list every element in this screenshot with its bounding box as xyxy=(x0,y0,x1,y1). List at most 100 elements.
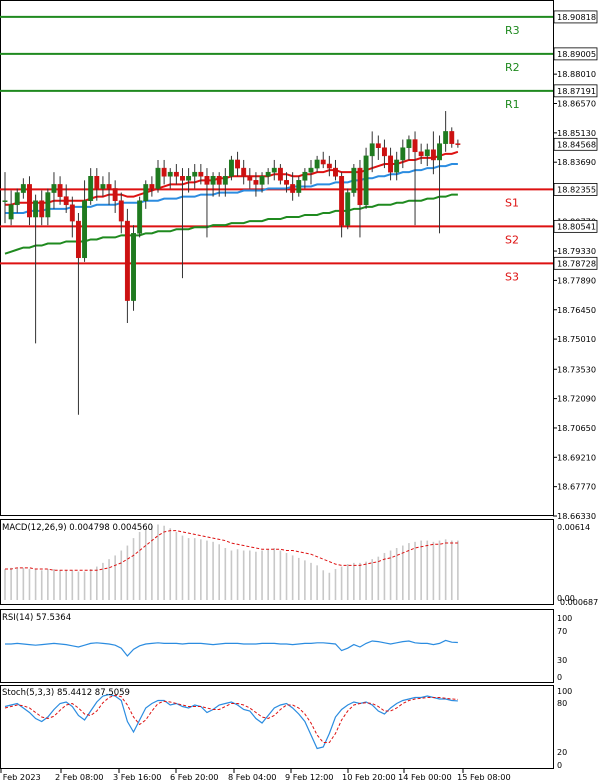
candle-body[interactable] xyxy=(375,143,381,148)
candle-body[interactable] xyxy=(443,131,449,144)
candle-body[interactable] xyxy=(333,167,338,177)
candle-body[interactable] xyxy=(131,233,136,301)
candle-body[interactable] xyxy=(192,171,198,177)
candle-body[interactable] xyxy=(339,176,345,226)
price-tick-label: 18.86570 xyxy=(557,99,596,109)
candle-body[interactable] xyxy=(363,155,369,206)
candle-body[interactable] xyxy=(106,184,112,189)
candle-body[interactable] xyxy=(149,184,155,189)
candle-body[interactable] xyxy=(241,167,247,177)
candle-body[interactable] xyxy=(277,167,283,181)
candle-body[interactable] xyxy=(265,171,271,177)
candle-body[interactable] xyxy=(69,204,75,222)
last-price-tag: 18.84568 xyxy=(553,137,598,151)
candle-body[interactable] xyxy=(302,171,308,181)
candle-body[interactable] xyxy=(284,180,289,185)
candle-body[interactable] xyxy=(369,143,375,157)
candle-body[interactable] xyxy=(412,139,418,153)
price-tick-label: 18.79330 xyxy=(557,246,596,256)
candle-body[interactable] xyxy=(63,196,69,206)
candle-body[interactable] xyxy=(143,184,149,201)
candle-body[interactable] xyxy=(271,167,277,173)
candle-body[interactable] xyxy=(388,155,394,173)
candle-body[interactable] xyxy=(20,184,26,193)
time-tick-label: 3 Feb 16:00 xyxy=(113,772,162,782)
candle-body[interactable] xyxy=(418,151,424,157)
candle-body[interactable] xyxy=(155,167,161,189)
candle-body[interactable] xyxy=(228,159,234,177)
candle-body[interactable] xyxy=(75,220,81,259)
candle-body[interactable] xyxy=(51,184,57,193)
candle-body[interactable] xyxy=(100,184,106,189)
price-tick-label: 18.69210 xyxy=(557,452,596,462)
candle-body[interactable] xyxy=(2,200,8,202)
candle-body[interactable] xyxy=(345,192,351,226)
candle-body[interactable] xyxy=(94,176,100,189)
candle-body[interactable] xyxy=(204,176,210,185)
candle-body[interactable] xyxy=(430,149,436,161)
candle-body[interactable] xyxy=(400,147,406,161)
time-tick-label: 6 Feb 20:00 xyxy=(170,772,219,782)
candle-body[interactable] xyxy=(290,184,296,193)
candle-body[interactable] xyxy=(8,204,14,220)
candle-body[interactable] xyxy=(161,167,167,177)
candle-body[interactable] xyxy=(357,167,363,206)
candle-body[interactable] xyxy=(39,200,45,218)
candle-body[interactable] xyxy=(216,176,222,185)
candle-body[interactable] xyxy=(381,147,387,157)
candle-body[interactable] xyxy=(88,176,94,201)
candle-body[interactable] xyxy=(186,176,192,181)
candle-body[interactable] xyxy=(222,176,228,185)
candle-body[interactable] xyxy=(198,171,204,177)
stoch-tick-80: 80 xyxy=(557,699,567,708)
macd-tick-zero: 0.00 xyxy=(557,594,575,603)
candle-body[interactable] xyxy=(449,131,455,144)
candle-body[interactable] xyxy=(210,176,216,185)
level-name-r1: R1 xyxy=(505,98,520,111)
candle-body[interactable] xyxy=(57,184,63,197)
candle-body[interactable] xyxy=(259,176,265,185)
stoch-label: Stoch(5,3,3) 85.4412 87.5059 xyxy=(2,688,130,698)
candle-body[interactable] xyxy=(33,200,39,218)
candlesticks[interactable] xyxy=(2,111,461,415)
candle-body[interactable] xyxy=(118,200,124,222)
candle-body[interactable] xyxy=(314,159,320,169)
candle-body[interactable] xyxy=(455,143,461,145)
candle-body[interactable] xyxy=(235,159,241,169)
candle-body[interactable] xyxy=(124,220,130,301)
candle-body[interactable] xyxy=(247,176,253,181)
candle-body[interactable] xyxy=(27,184,32,218)
candle-body[interactable] xyxy=(326,163,332,169)
candle-body[interactable] xyxy=(437,143,442,161)
candle-body[interactable] xyxy=(320,159,326,165)
candle-body[interactable] xyxy=(173,171,179,177)
level-value-s2: 18.80541 xyxy=(557,221,596,231)
candle-body[interactable] xyxy=(167,171,173,177)
stoch-d-line xyxy=(4,694,458,743)
candle-body[interactable] xyxy=(394,159,400,173)
candle-body[interactable] xyxy=(424,149,430,157)
candle-body[interactable] xyxy=(137,200,143,234)
candle-body[interactable] xyxy=(82,200,88,259)
price-tick-label: 18.75010 xyxy=(557,334,596,344)
level-value-s1: 18.82355 xyxy=(557,184,596,194)
candle-body[interactable] xyxy=(351,167,357,193)
candle-body[interactable] xyxy=(180,176,185,181)
stoch-tick-100: 100 xyxy=(557,687,572,696)
candle-body[interactable] xyxy=(112,188,118,201)
rsi-tick-100: 100 xyxy=(557,614,572,623)
price-tick-label: 18.72090 xyxy=(557,394,596,404)
price-tick-label: 18.76450 xyxy=(557,305,596,315)
price-tick-label: 18.88010 xyxy=(557,69,596,79)
price-tick-label: 18.70650 xyxy=(557,423,596,433)
candle-body[interactable] xyxy=(296,180,302,193)
time-tick-label: 8 Feb 04:00 xyxy=(228,772,277,782)
level-name-r3: R3 xyxy=(505,24,520,37)
stoch-k-line xyxy=(4,693,458,750)
candle-body[interactable] xyxy=(14,192,20,206)
candle-body[interactable] xyxy=(406,139,412,148)
candle-body[interactable] xyxy=(253,180,259,185)
candle-body[interactable] xyxy=(308,167,314,173)
candle-body[interactable] xyxy=(45,192,51,218)
